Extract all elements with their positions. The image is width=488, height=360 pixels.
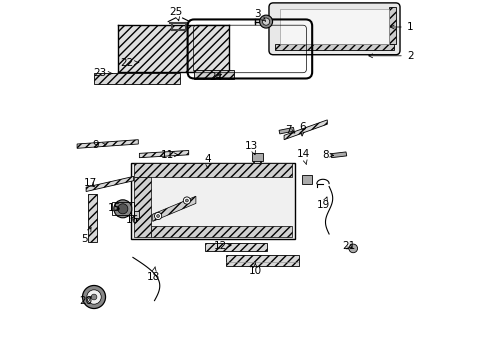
Text: 8: 8 <box>322 150 333 160</box>
Bar <box>388 7 395 44</box>
Bar <box>252 153 263 161</box>
Circle shape <box>82 285 105 309</box>
Polygon shape <box>279 127 294 134</box>
Bar <box>94 73 180 84</box>
Circle shape <box>154 212 162 220</box>
Text: 15: 15 <box>107 203 121 213</box>
Circle shape <box>114 200 132 218</box>
FancyBboxPatch shape <box>268 3 399 55</box>
Polygon shape <box>139 150 188 158</box>
Text: 17: 17 <box>83 178 97 188</box>
Text: 3: 3 <box>254 9 265 21</box>
Circle shape <box>183 197 190 204</box>
Text: 22: 22 <box>120 58 139 68</box>
Text: 20: 20 <box>80 296 92 306</box>
Text: 10: 10 <box>248 263 262 276</box>
Circle shape <box>156 215 159 217</box>
Bar <box>134 163 291 177</box>
Bar <box>151 226 291 237</box>
Text: 14: 14 <box>296 149 309 165</box>
Polygon shape <box>86 176 133 192</box>
Polygon shape <box>88 194 97 242</box>
Bar <box>133 211 139 218</box>
Bar <box>131 163 294 239</box>
Text: 12: 12 <box>214 240 230 251</box>
Text: 11: 11 <box>160 150 178 160</box>
Text: 5: 5 <box>81 228 91 244</box>
Text: 2: 2 <box>368 51 412 61</box>
Bar <box>194 70 233 79</box>
Circle shape <box>259 15 272 28</box>
Circle shape <box>87 290 101 304</box>
Text: 21: 21 <box>342 240 355 251</box>
Text: 23: 23 <box>93 68 112 78</box>
Text: 6: 6 <box>298 122 305 136</box>
Polygon shape <box>77 140 138 148</box>
Bar <box>275 44 393 50</box>
Text: 25: 25 <box>169 6 183 21</box>
Bar <box>134 177 151 237</box>
Circle shape <box>262 18 269 25</box>
Bar <box>118 25 229 72</box>
Polygon shape <box>330 152 346 158</box>
Text: 16: 16 <box>125 215 139 225</box>
Text: 24: 24 <box>209 72 222 82</box>
Bar <box>302 175 311 184</box>
Bar <box>112 202 133 215</box>
Text: 19: 19 <box>316 197 330 210</box>
Polygon shape <box>204 243 266 251</box>
Polygon shape <box>225 255 298 266</box>
Circle shape <box>348 244 357 253</box>
Polygon shape <box>152 196 196 221</box>
Circle shape <box>91 294 97 300</box>
Bar <box>279 9 388 44</box>
Text: 1: 1 <box>389 22 412 32</box>
Text: 13: 13 <box>244 141 258 155</box>
Polygon shape <box>284 120 326 140</box>
Circle shape <box>118 204 127 214</box>
Text: 4: 4 <box>204 154 211 168</box>
Circle shape <box>185 199 188 202</box>
Text: 18: 18 <box>146 267 160 282</box>
Text: 7: 7 <box>285 125 294 135</box>
Text: 9: 9 <box>92 140 106 150</box>
